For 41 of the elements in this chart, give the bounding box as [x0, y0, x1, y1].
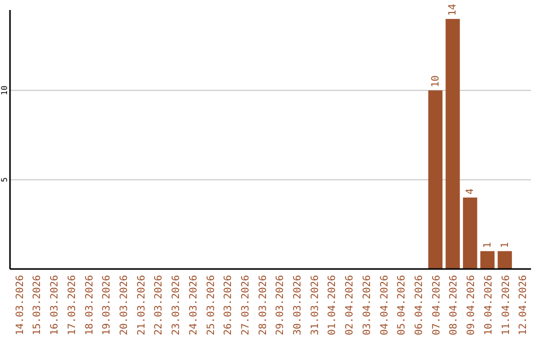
x-tick-label: 17.03.2026 — [66, 275, 78, 336]
x-tick-label: 01.04.2026 — [327, 275, 338, 336]
x-tick-label: 12.04.2026 — [518, 275, 530, 336]
x-tick-label: 10.04.2026 — [483, 275, 494, 336]
x-tick-label: 09.04.2026 — [466, 275, 478, 336]
x-tick-label: 15.03.2026 — [32, 275, 44, 336]
x-tick-label: 21.03.2026 — [136, 275, 148, 336]
x-tick-label: 19.03.2026 — [102, 275, 113, 336]
x-tick-label: 04.04.2026 — [379, 275, 390, 336]
x-tick-label: 22.03.2026 — [154, 275, 165, 336]
x-tick-label: 24.03.2026 — [188, 275, 200, 336]
bar — [498, 251, 512, 269]
x-tick-label: 06.04.2026 — [414, 275, 426, 336]
x-tick-label: 27.03.2026 — [240, 275, 252, 336]
bar — [480, 251, 495, 269]
data-label: 10 — [430, 75, 442, 88]
bar — [428, 90, 442, 269]
y-tick-label: 5 — [0, 177, 9, 182]
x-tick-label: 29.03.2026 — [275, 275, 286, 336]
bar — [462, 198, 478, 269]
x-tick-label: 30.03.2026 — [292, 275, 304, 336]
data-label: 4 — [465, 188, 476, 195]
bar — [446, 18, 460, 269]
x-tick-label: 31.03.2026 — [310, 275, 321, 336]
x-tick-label: 07.04.2026 — [431, 275, 442, 336]
x-tick-label: 26.03.2026 — [223, 275, 234, 336]
x-tick-label: 08.04.2026 — [448, 275, 460, 336]
x-tick-label: 25.03.2026 — [206, 275, 217, 336]
data-label: 1 — [482, 242, 494, 248]
data-label: 1 — [500, 242, 511, 248]
x-tick-label: 05.04.2026 — [396, 275, 408, 336]
x-tick-label: 23.03.2026 — [171, 275, 182, 336]
x-tick-label: 20.03.2026 — [118, 275, 130, 336]
x-tick-label: 18.03.2026 — [84, 275, 96, 336]
x-tick-label: 03.04.2026 — [362, 275, 373, 336]
x-tick-label: 28.03.2026 — [258, 275, 269, 336]
x-tick-label: 14.03.2026 — [14, 275, 26, 336]
x-tick-label: 11.04.2026 — [500, 275, 512, 336]
data-label: 14 — [448, 4, 459, 16]
x-tick-label: 02.04.2026 — [344, 275, 356, 336]
x-tick-label: 16.03.2026 — [50, 275, 61, 336]
